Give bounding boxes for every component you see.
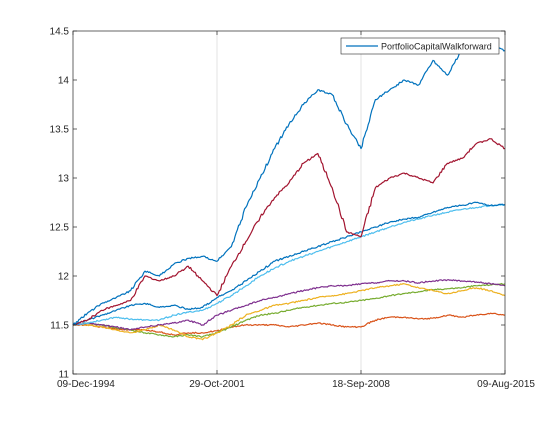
legend-box: [340, 37, 500, 55]
axes-box: [72, 30, 506, 375]
legend: PortfolioCapitalWalkforward: [340, 37, 500, 55]
series-line: [72, 283, 506, 341]
x-tick-label: 09-Dec-1994: [57, 379, 115, 390]
y-tick-label: 11.5: [50, 321, 69, 332]
y-tick-label: 12: [58, 272, 70, 283]
x-axis-ticks: 09-Dec-1994 29-Oct-2001 18-Sep-2008 09-Aug-…: [57, 31, 535, 390]
y-tick-label: 12.5: [50, 223, 70, 234]
y-tick-label: 14: [58, 76, 70, 87]
x-gridlines: [216, 31, 362, 374]
y-tick-label: 14.5: [50, 27, 70, 38]
series-line: [72, 203, 506, 326]
x-tick-label: 29-Oct-2001: [189, 379, 245, 390]
y-tick-label: 11: [59, 370, 70, 381]
y-tick-label: 13: [58, 174, 70, 185]
series-lines: [72, 40, 506, 341]
series-line: [72, 40, 506, 326]
x-tick-label: 09-Aug-2015: [477, 379, 535, 390]
x-tick-label: 18-Sep-2008: [332, 379, 390, 390]
legend-label: PortfolioCapitalWalkforward: [381, 42, 492, 52]
y-tick-label: 13.5: [50, 125, 70, 136]
series-line: [72, 279, 506, 331]
series-line: [72, 138, 505, 326]
y-axis-ticks: 11 11.5 12 12.5 13 13.5 14 14.5: [50, 27, 505, 381]
series-line: [72, 282, 506, 338]
series-line: [72, 201, 506, 326]
